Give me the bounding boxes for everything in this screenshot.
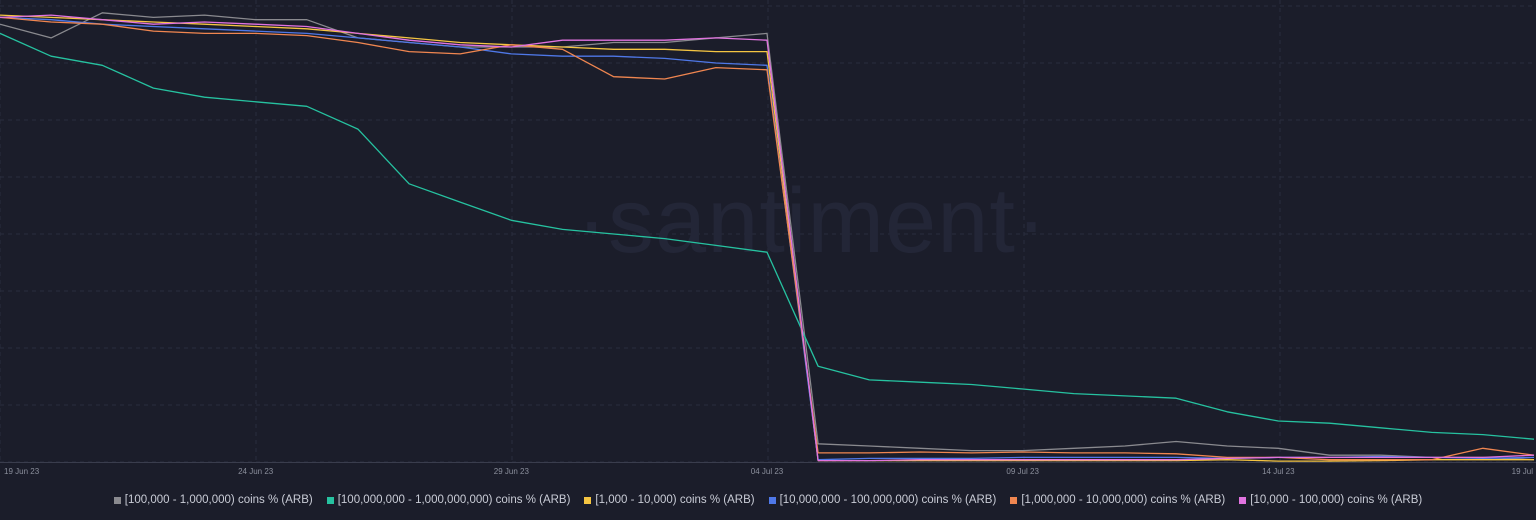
legend-item-4[interactable]: [1,000,000 - 10,000,000) coins % (ARB) [1010, 494, 1225, 506]
santiment-watermark: ·santiment· [576, 170, 1047, 272]
legend-swatch-icon [768, 496, 776, 504]
series-line-2 [0, 14, 1534, 462]
legend-item-2[interactable]: [1,000 - 10,000) coins % (ARB) [584, 494, 755, 506]
legend-label: [10,000,000 - 100,000,000) coins % (ARB) [779, 494, 997, 506]
legend-label: [1,000,000 - 10,000,000) coins % (ARB) [1021, 494, 1226, 506]
legend-label: [10,000 - 100,000) coins % (ARB) [1250, 494, 1423, 506]
x-tick-label: 09 Jul 23 [1006, 467, 1039, 476]
legend-swatch-icon [1010, 496, 1018, 504]
legend-label: [100,000,000 - 1,000,000,000) coins % (A… [337, 494, 571, 506]
series-line-5 [0, 14, 1535, 462]
x-tick-label: 24 Jun 23 [238, 467, 274, 476]
x-tick-label: 19 Jul [1512, 467, 1534, 476]
legend-swatch-icon [584, 496, 592, 504]
legend-swatch-icon [1239, 496, 1247, 504]
legend-item-0[interactable]: [100,000 - 1,000,000) coins % (ARB) [113, 494, 313, 506]
x-tick-label: 29 Jun 23 [494, 467, 530, 476]
series-line-0 [0, 12, 1535, 461]
x-tick-label: 04 Jul 23 [751, 467, 784, 476]
legend-swatch-icon [326, 496, 334, 504]
legend-swatch-icon [113, 496, 121, 504]
x-tick-label: 14 Jul 23 [1262, 467, 1295, 476]
chart-legend: [100,000 - 1,000,000) coins % (ARB) [100,… [0, 490, 1536, 510]
legend-item-5[interactable]: [10,000 - 100,000) coins % (ARB) [1239, 494, 1422, 506]
x-axis-ticks: 19 Jun 23 24 Jun 23 29 Jun 23 04 Jul 23 09 J… [4, 467, 1533, 476]
legend-item-3[interactable]: [10,000,000 - 100,000,000) coins % (ARB) [768, 494, 997, 506]
x-tick-label: 19 Jun 23 [4, 467, 40, 476]
series-line-1 [0, 32, 1535, 440]
chart-grid [0, 0, 1536, 463]
legend-item-1[interactable]: [100,000,000 - 1,000,000,000) coins % (A… [326, 494, 571, 506]
legend-label: [100,000 - 1,000,000) coins % (ARB) [124, 494, 313, 506]
series-lines [0, 12, 1535, 462]
legend-label: [1,000 - 10,000) coins % (ARB) [595, 494, 755, 506]
